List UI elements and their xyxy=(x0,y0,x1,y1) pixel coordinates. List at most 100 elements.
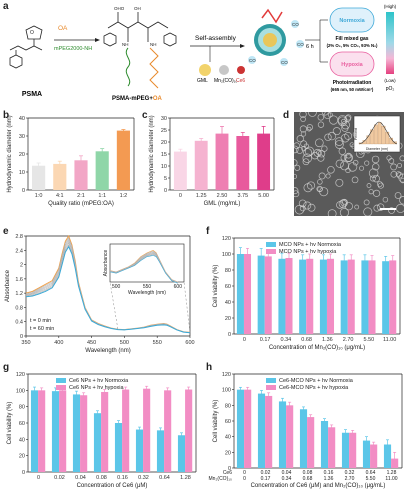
chart-g-ytick-label: 0 xyxy=(22,470,25,476)
chart-c-xlabel: GML (mg/mL) xyxy=(204,201,241,207)
chart-g-bar xyxy=(101,391,109,472)
chart-g-bar xyxy=(185,389,193,472)
co-bubble-2: CO xyxy=(297,42,304,47)
chart-g-xtick-label: 0.08 xyxy=(96,475,107,481)
tem-particle xyxy=(363,199,370,206)
tem-particle xyxy=(341,118,347,124)
chart-g-bar xyxy=(59,390,67,472)
tem-particle xyxy=(372,174,380,183)
chart-g-ytick-label: 120 xyxy=(16,372,25,378)
chart-h-bar xyxy=(236,389,245,468)
tem-particle xyxy=(327,209,337,216)
chart-f-xtick-label: 11.00 xyxy=(383,337,396,343)
tem-particle xyxy=(327,112,333,118)
tem-particle xyxy=(304,146,315,156)
chart-f-bar xyxy=(368,260,376,334)
tem-particle xyxy=(368,189,374,195)
chart-g-legend-label: Ce6 NPs + hv hypoxia xyxy=(69,385,125,391)
panel-a-schematic: O PSMA OA mPEG2000-NH OHO OH NH NH PSMA-… xyxy=(0,0,406,118)
chart-f-ytick-label: 20 xyxy=(225,316,231,322)
chart-c-bar xyxy=(194,140,208,190)
chart-c-xtick-label: 5.00 xyxy=(258,193,269,199)
panel-e-chart: 0 0.4 0.8 1.2 1.6 2 2.4 2.8 Absorbance 350 400 450 5… xyxy=(0,226,196,362)
tem-particle xyxy=(317,114,325,121)
chart-h-bar xyxy=(257,393,266,468)
tem-particle xyxy=(339,208,349,216)
tem-particle xyxy=(294,164,301,171)
tem-particle xyxy=(340,154,347,161)
scale-po2-label: pO₂ xyxy=(386,86,395,92)
chart-g-bar xyxy=(51,391,60,472)
chart-c-ytick-label: 10 xyxy=(161,164,167,170)
chart-g-xlabel: Concentration of Ce6 (μM) xyxy=(77,483,148,489)
chart-e-inset-xtick-label: 600 xyxy=(174,284,183,290)
tem-particle xyxy=(394,192,402,199)
scale-high-label: (High) xyxy=(384,4,397,9)
tem-particle xyxy=(296,135,304,143)
chart-e-inset-xtick-label: 550 xyxy=(143,284,152,290)
chart-f-svg: 0 20 40 60 80 100 120 Cell viability (%) MCO NPs… xyxy=(213,236,401,351)
chart-h-xtick-label: 0.64 xyxy=(366,470,376,476)
tem-particle xyxy=(397,163,402,168)
chart-g-bar xyxy=(80,395,88,472)
chart-e-ytick-label: 0.8 xyxy=(15,305,23,311)
tem-particle xyxy=(377,182,384,189)
chart-h-ytick-label: 0 xyxy=(228,466,231,472)
oa-chain xyxy=(149,47,159,89)
chart-h-ytick-label: 100 xyxy=(222,388,231,394)
tem-particle xyxy=(316,150,321,155)
chart-h-bar xyxy=(299,409,308,468)
chart-b-xtick-label: 4:1 xyxy=(56,193,64,199)
mn-co-label: Mn₂(CO)₁₀ xyxy=(214,78,237,84)
chart-h-bar xyxy=(320,421,329,468)
chart-e-series-t60 xyxy=(25,245,191,334)
chart-g-ytick-label: 80 xyxy=(19,405,25,411)
tem-particle xyxy=(332,127,341,136)
chart-h-xtick-label: 0.16 xyxy=(324,470,334,476)
gml-icon xyxy=(199,64,211,76)
schematic-svg: O PSMA OA mPEG2000-NH OHO OH NH NH PSMA-… xyxy=(9,4,397,102)
chart-c-ytick-label: 15 xyxy=(161,152,167,158)
ce6-icon xyxy=(237,66,245,74)
nh-label-2: NH xyxy=(150,42,157,47)
nh-label: NH xyxy=(122,42,129,47)
chart-h-bar xyxy=(265,395,273,468)
tem-particle xyxy=(299,112,307,118)
chart-e-inset-xlabel: Wavelength (nm) xyxy=(128,290,166,296)
chart-g-ytick-label: 40 xyxy=(19,437,25,443)
chart-e-xtick-label: 550 xyxy=(153,340,162,346)
tem-particle xyxy=(300,116,306,122)
chart-h-row-label-1: Ce6 xyxy=(223,470,232,476)
tem-particle xyxy=(345,167,351,173)
chart-f-ytick-label: 120 xyxy=(222,236,231,242)
tem-particle xyxy=(372,189,381,197)
nanoparticle-icon xyxy=(254,8,286,56)
tem-particle xyxy=(376,203,385,211)
svg-text:O: O xyxy=(30,30,34,36)
chart-b-bar xyxy=(95,151,109,190)
chart-h-xlabel: Concentration of Ce6 (μM) and Mn₂(CO)₁₀ … xyxy=(251,483,386,489)
tem-particle xyxy=(338,199,347,208)
tem-particle xyxy=(340,161,350,171)
chart-h-xtick-label-2: 1.36 xyxy=(324,476,334,482)
co-bubble-1: CO xyxy=(292,22,299,27)
tem-particle xyxy=(318,172,326,180)
chart-g-bar xyxy=(122,389,130,472)
chart-h-xtick-label-2: 0.34 xyxy=(282,476,292,482)
chart-c-ytick-label: 30 xyxy=(161,116,167,122)
chart-f-xtick-label: 0 xyxy=(243,337,246,343)
chart-f-xtick-label: 0.17 xyxy=(260,337,271,343)
tem-particle xyxy=(317,179,323,185)
chart-f-ylabel: Cell viability (%) xyxy=(213,265,219,308)
tem-particle xyxy=(341,124,349,132)
chart-h-xtick-label-2: 0 xyxy=(243,476,246,482)
chart-h-xtick-label: 0.04 xyxy=(282,470,292,476)
chart-b-ylabel: Hydrodynamic diameter (nm) xyxy=(7,115,13,192)
chart-h-ytick-label: 60 xyxy=(225,419,231,425)
chart-b-svg: 0 10 20 30 40 Hydrodynamic diameter (nm) 1:0 4:… xyxy=(7,115,135,207)
chart-g-bar xyxy=(30,390,39,472)
chart-f-legend-label: MCO NPs + hv Normoxia xyxy=(279,242,342,248)
chart-g-bar xyxy=(114,423,123,472)
tem-particle xyxy=(306,124,313,131)
chart-h-xtick-label-2: 0.68 xyxy=(303,476,313,482)
